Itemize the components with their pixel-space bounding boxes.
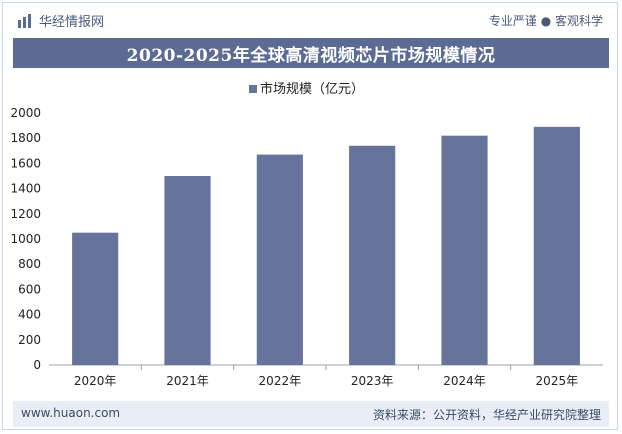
y-tick-label: 800 — [18, 257, 41, 271]
x-tick-label: 2021年 — [166, 374, 209, 388]
source-note: 资料来源：公开资料，华经产业研究院整理 — [372, 408, 601, 422]
y-tick-label: 400 — [18, 308, 41, 322]
x-tick-label: 2024年 — [443, 374, 486, 388]
x-tick-label: 2020年 — [74, 374, 117, 388]
bar — [533, 126, 580, 365]
y-tick-label: 1600 — [10, 156, 41, 170]
y-tick-label: 600 — [18, 282, 41, 296]
brand-name: 华经情报网 — [39, 15, 105, 30]
bar — [72, 232, 119, 365]
y-tick-label: 2000 — [10, 106, 41, 120]
y-tick-label: 0 — [33, 358, 41, 372]
x-tick-label: 2022年 — [259, 374, 302, 388]
bar — [164, 176, 211, 365]
legend-label: 市场规模（亿元） — [260, 81, 364, 97]
bar — [256, 154, 303, 365]
x-axis: 2020年 2021年 2022年 2023年 2024年 2025年 — [49, 364, 603, 388]
bar — [441, 135, 488, 365]
x-tick-label: 2025年 — [536, 374, 579, 388]
y-tick-label: 1400 — [10, 182, 41, 196]
y-tick-label: 1000 — [10, 232, 41, 246]
bars — [72, 126, 580, 365]
footer-bar: www.huaon.com 资料来源：公开资料，华经产业研究院整理 — [13, 401, 609, 427]
brand-logo-icon — [18, 13, 31, 28]
legend: 市场规模（亿元） — [249, 81, 364, 97]
site-url: www.huaon.com — [21, 406, 121, 420]
brand: 华经情报网 — [17, 11, 104, 30]
tagline: 专业严谨 ● 客观科学 — [488, 14, 603, 28]
bar — [349, 145, 396, 365]
legend-swatch — [249, 85, 257, 93]
y-axis: 0 200 400 600 800 1000 1200 1400 1600 1800 2000 — [10, 106, 41, 372]
y-tick-label: 1200 — [10, 207, 41, 221]
top-bar: 华经情报网 专业严谨 ● 客观科学 — [3, 3, 617, 39]
chart-title: 2020-2025年全球高清视频芯片市场规模情况 — [13, 38, 609, 68]
x-tick-label: 2023年 — [351, 374, 394, 388]
y-tick-label: 200 — [18, 333, 41, 347]
y-tick-label: 1800 — [10, 131, 41, 145]
